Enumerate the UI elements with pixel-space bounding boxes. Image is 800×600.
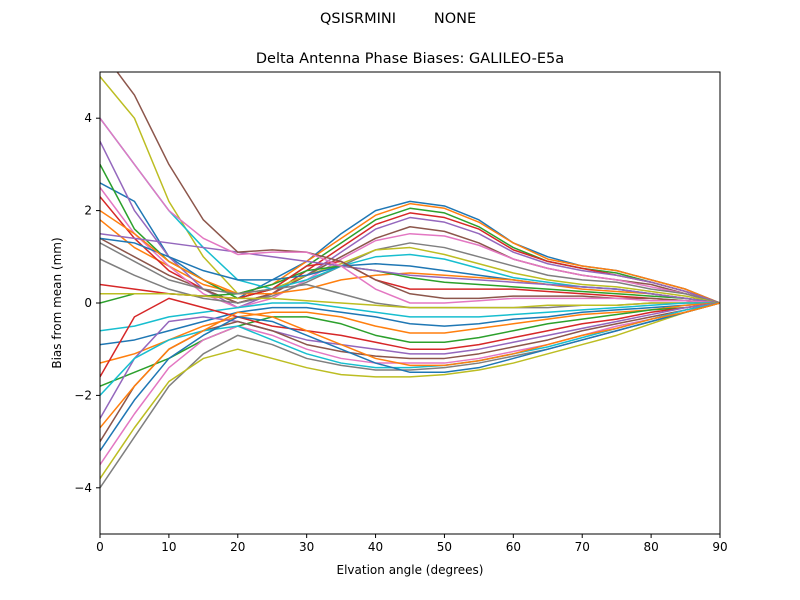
suptitle-right: NONE xyxy=(434,11,476,27)
x-tick-label: 20 xyxy=(230,540,245,554)
x-tick-label: 40 xyxy=(368,540,383,554)
series-line-29 xyxy=(100,302,720,479)
chart-title: Delta Antenna Phase Biases: GALILEO-E5a xyxy=(256,51,564,67)
y-tick-label: 2 xyxy=(84,204,92,218)
x-axis-label: Elvation angle (degrees) xyxy=(337,563,484,577)
series-line-7 xyxy=(100,187,720,309)
x-tick-label: 10 xyxy=(161,540,176,554)
series-line-31 xyxy=(100,302,720,452)
series-line-12 xyxy=(100,209,720,304)
y-axis-label: Bias from mean (mm) xyxy=(50,237,64,368)
x-axis: 0 10 20 30 40 50 60 70 80 90 xyxy=(96,534,728,554)
series-line-27 xyxy=(100,302,720,466)
x-tick-label: 50 xyxy=(437,540,452,554)
series-line-21 xyxy=(100,302,720,346)
series-line-15 xyxy=(100,232,720,304)
series-line-8 xyxy=(100,242,720,304)
x-tick-label: 0 xyxy=(96,540,104,554)
x-tick-label: 80 xyxy=(643,540,658,554)
series-line-17 xyxy=(100,117,720,304)
y-tick-label: 4 xyxy=(84,111,92,125)
series-line-22 xyxy=(100,302,720,364)
y-axis: −4 −2 0 2 4 xyxy=(74,111,100,495)
series-line-24 xyxy=(100,297,720,378)
series-layer xyxy=(100,72,720,489)
suptitle-left: QSISRMINI xyxy=(320,11,396,27)
x-tick-label: 30 xyxy=(299,540,314,554)
series-line-32 xyxy=(100,302,720,429)
x-tick-label: 70 xyxy=(575,540,590,554)
series-line-9 xyxy=(100,76,720,304)
series-line-25 xyxy=(100,302,720,419)
series-line-20 xyxy=(100,302,720,332)
series-line-2 xyxy=(100,202,720,304)
x-tick-label: 60 xyxy=(506,540,521,554)
y-tick-label: −4 xyxy=(74,481,92,495)
series-line-19 xyxy=(100,293,720,309)
x-tick-label: 90 xyxy=(712,540,727,554)
y-tick-label: 0 xyxy=(84,296,92,310)
y-tick-label: −2 xyxy=(74,388,92,402)
